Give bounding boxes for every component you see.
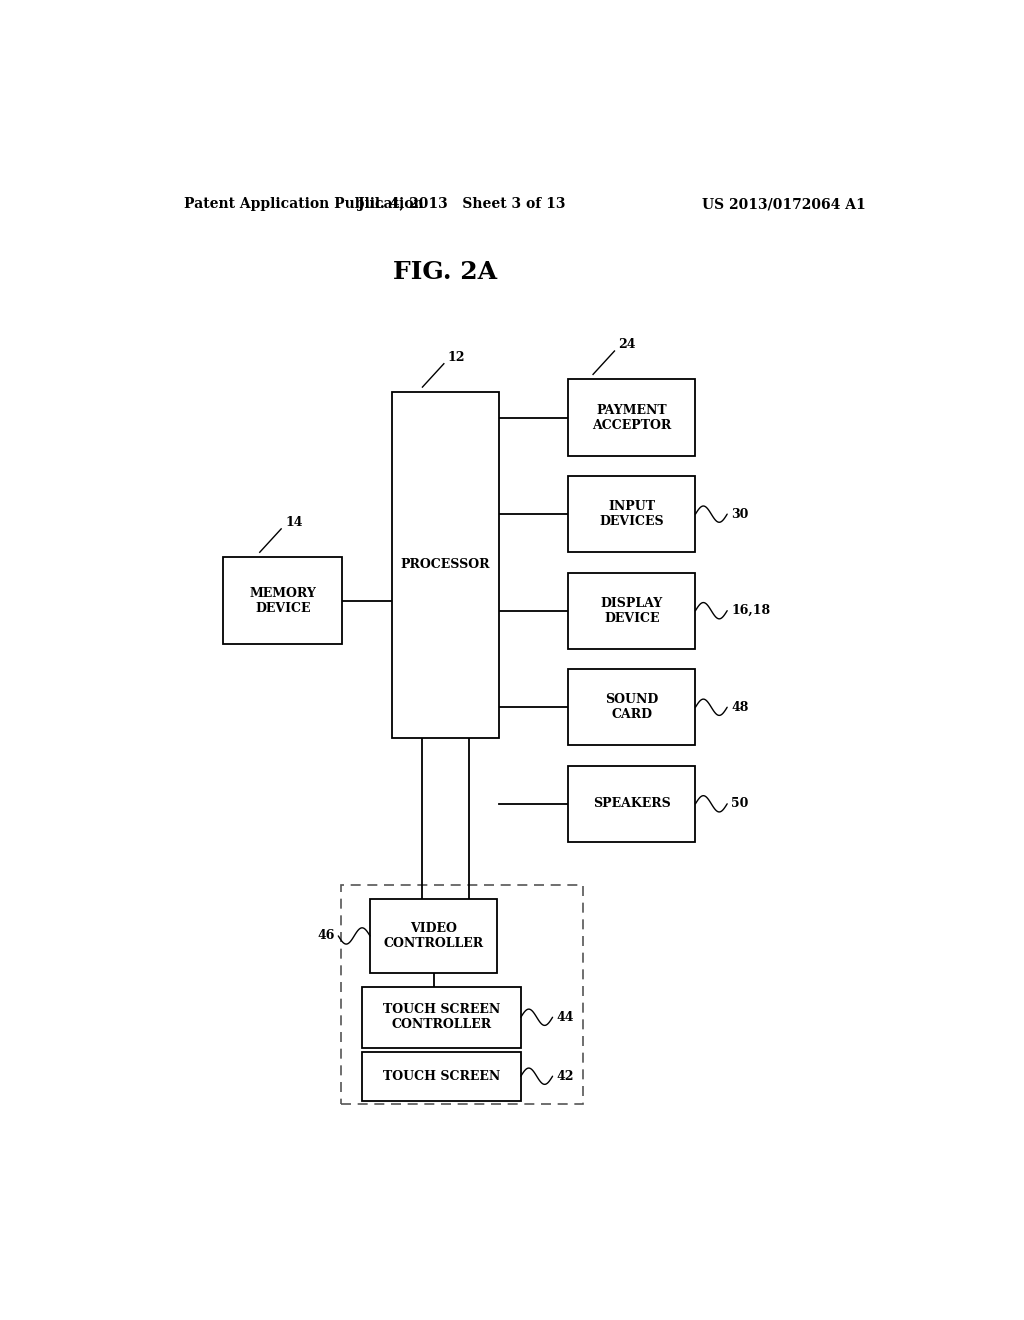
Text: MEMORY
DEVICE: MEMORY DEVICE <box>249 586 316 615</box>
Text: PAYMENT
ACCEPTOR: PAYMENT ACCEPTOR <box>592 404 672 432</box>
Bar <box>568 379 695 455</box>
Text: 16,18: 16,18 <box>731 605 770 618</box>
Text: Jul. 4, 2013   Sheet 3 of 13: Jul. 4, 2013 Sheet 3 of 13 <box>357 197 565 211</box>
Text: 48: 48 <box>731 701 749 714</box>
Bar <box>392 392 499 738</box>
Bar <box>362 987 521 1048</box>
Bar <box>568 669 695 746</box>
Bar <box>568 573 695 649</box>
Text: INPUT
DEVICES: INPUT DEVICES <box>600 500 665 528</box>
Bar <box>568 477 695 552</box>
Text: 50: 50 <box>731 797 749 810</box>
Text: TOUCH SCREEN: TOUCH SCREEN <box>383 1069 500 1082</box>
Text: 44: 44 <box>557 1011 574 1024</box>
Text: PROCESSOR: PROCESSOR <box>400 558 490 572</box>
Text: 42: 42 <box>557 1069 574 1082</box>
Text: Patent Application Publication: Patent Application Publication <box>183 197 423 211</box>
Text: SPEAKERS: SPEAKERS <box>593 797 671 810</box>
Text: DISPLAY
DEVICE: DISPLAY DEVICE <box>601 597 664 624</box>
Bar <box>568 766 695 842</box>
Text: 12: 12 <box>447 351 465 364</box>
Bar <box>341 886 583 1104</box>
Text: 14: 14 <box>285 516 303 529</box>
Text: US 2013/0172064 A1: US 2013/0172064 A1 <box>702 197 866 211</box>
Text: 46: 46 <box>317 929 334 942</box>
Text: SOUND
CARD: SOUND CARD <box>605 693 658 721</box>
Text: VIDEO
CONTROLLER: VIDEO CONTROLLER <box>383 921 483 950</box>
Bar <box>370 899 497 973</box>
Text: TOUCH SCREEN
CONTROLLER: TOUCH SCREEN CONTROLLER <box>383 1003 500 1031</box>
Text: 30: 30 <box>731 508 749 520</box>
Text: FIG. 2A: FIG. 2A <box>393 260 498 284</box>
Bar <box>362 1052 521 1101</box>
Bar <box>223 557 342 644</box>
Text: 24: 24 <box>618 338 636 351</box>
